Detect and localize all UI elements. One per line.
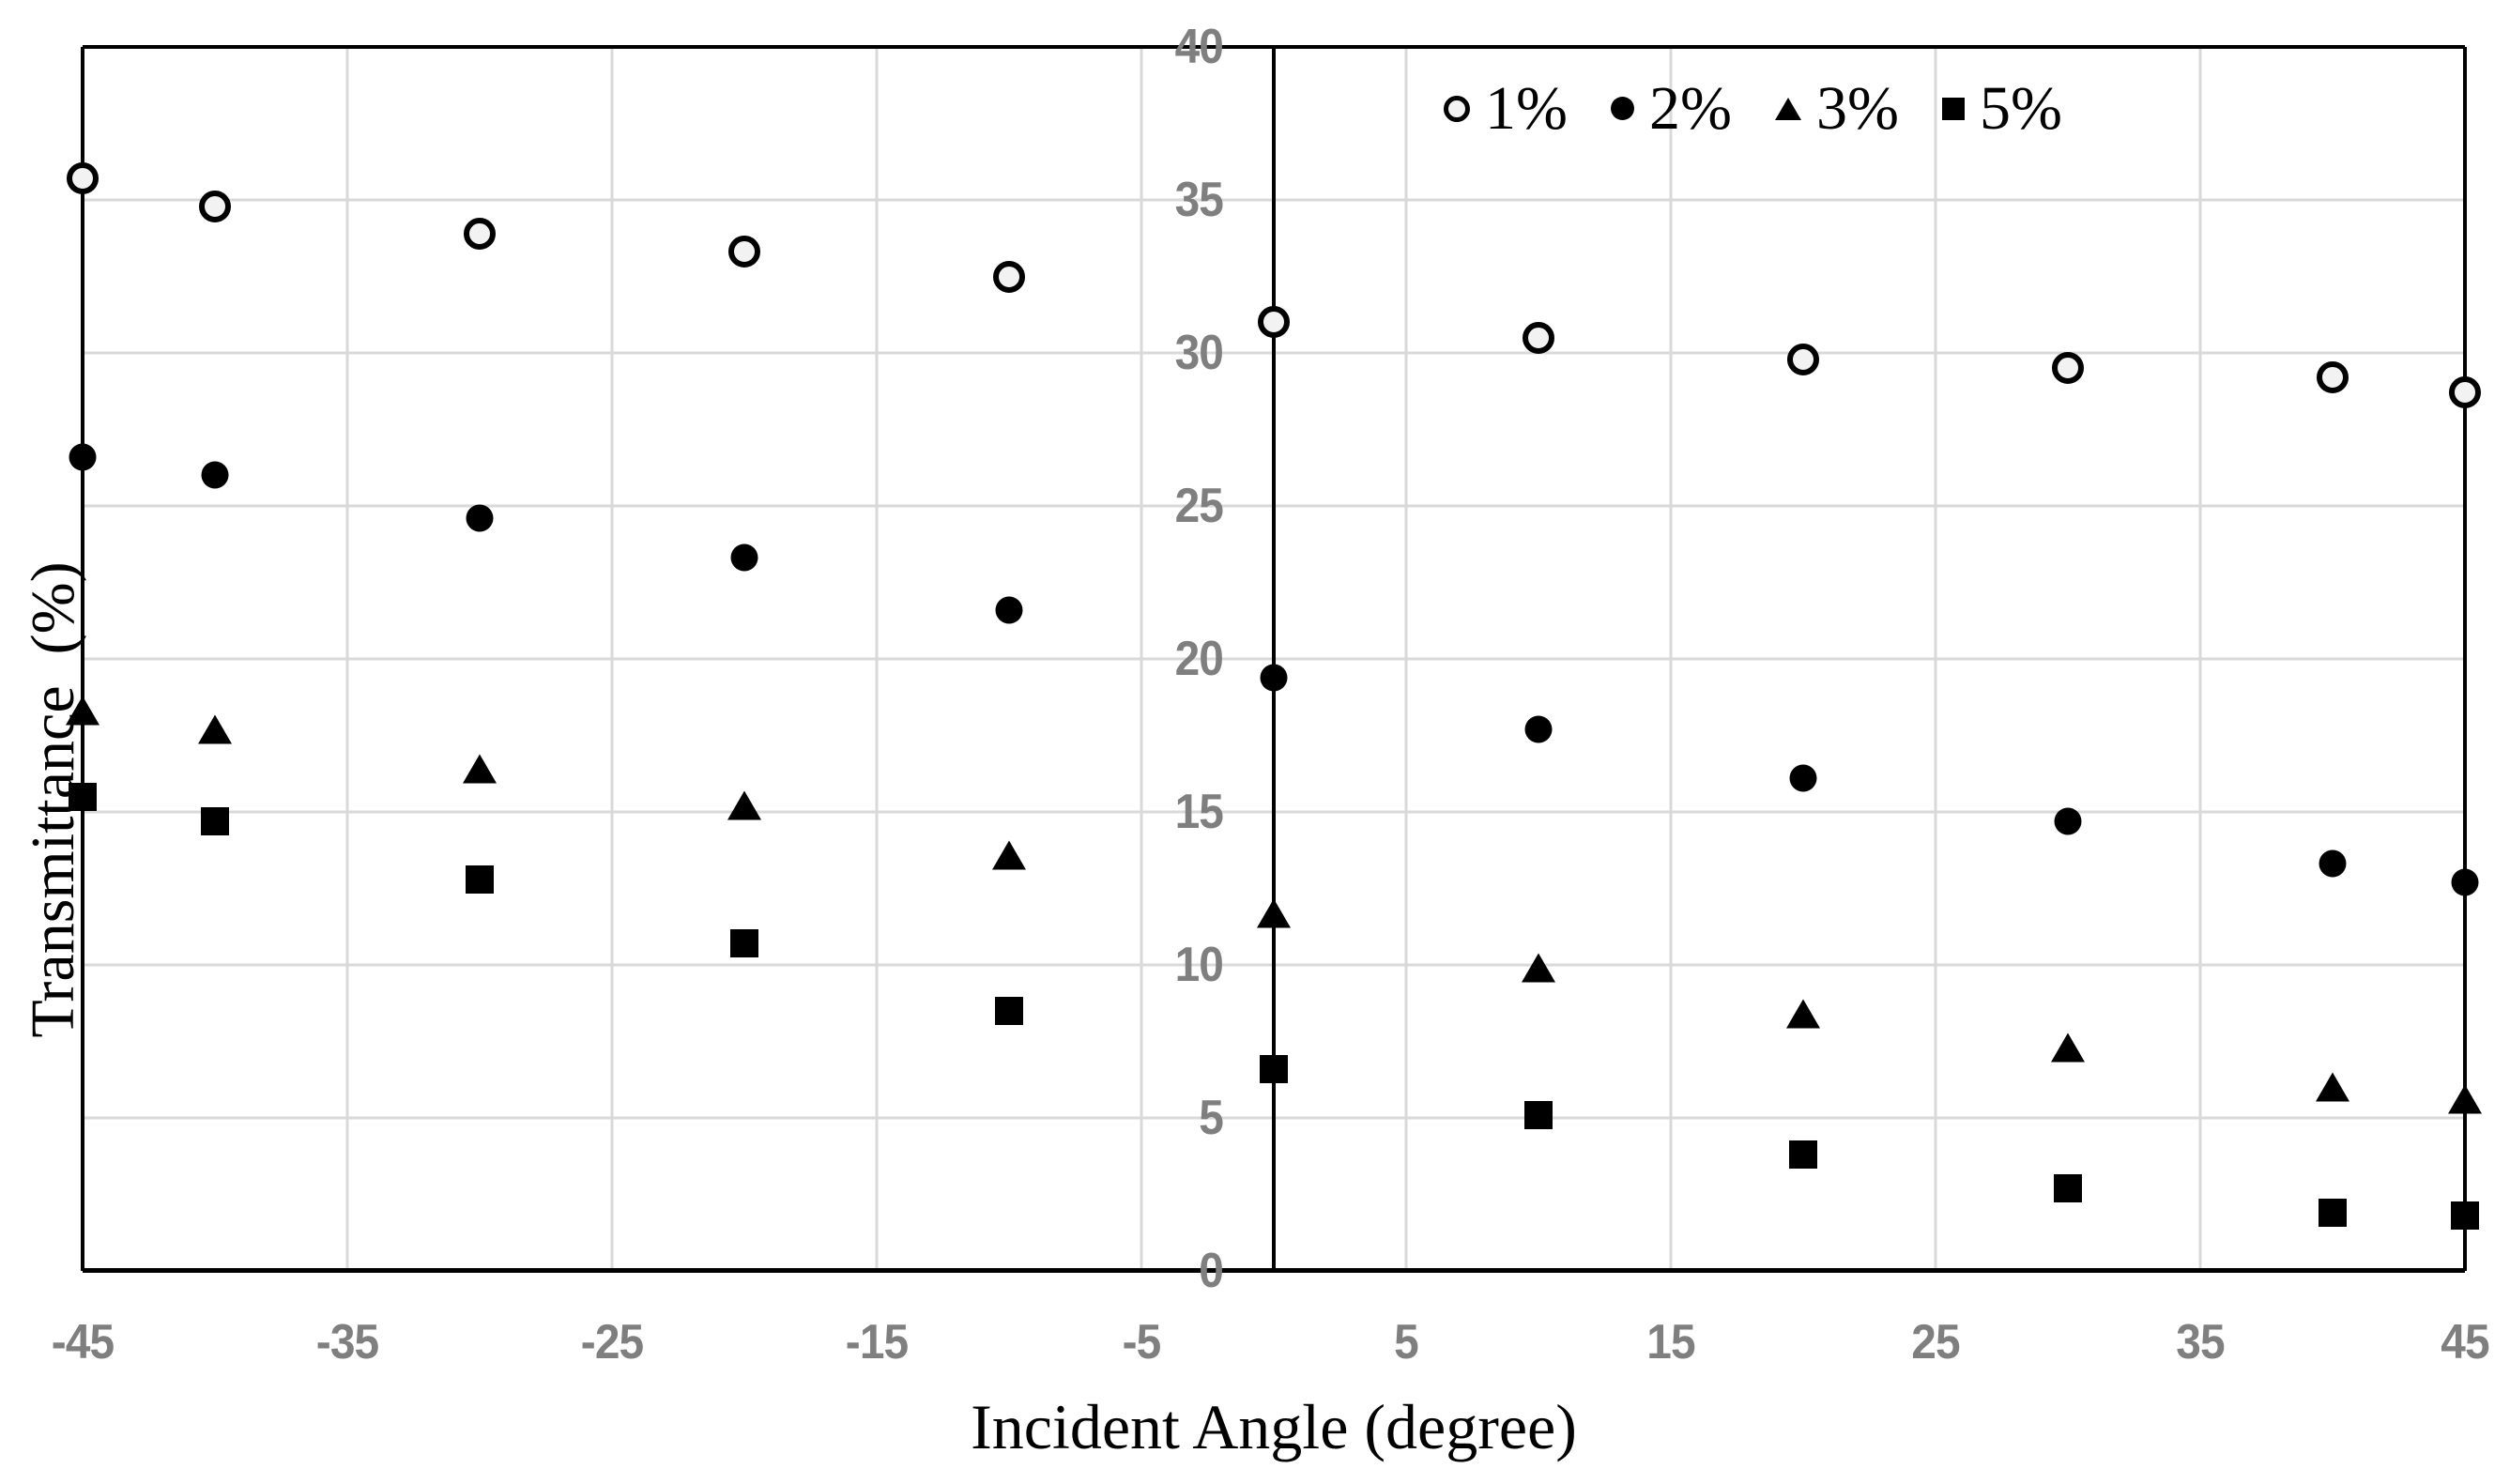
y-tick-label: 5 (1199, 1091, 1224, 1145)
y-tick-label: 10 (1174, 938, 1224, 992)
open-circle-icon (1444, 95, 1470, 122)
data-point-2% (2451, 868, 2479, 896)
x-tick-label: 15 (1646, 1315, 1695, 1369)
data-point-5% (995, 996, 1023, 1025)
y-tick-label: 40 (1174, 20, 1224, 74)
data-point-2% (201, 461, 229, 489)
x-tick-label: -5 (1122, 1315, 1162, 1369)
plot-area: -45 -35 -25 -15 -5 5 15 25 35 45 0 5 10 15 20 25 30 35 40 (52, 23, 2490, 1367)
x-tick-label: -35 (315, 1315, 379, 1369)
data-point-1% (2052, 352, 2084, 385)
data-point-3% (727, 790, 761, 820)
data-point-1% (1787, 343, 1819, 375)
x-tick-label: 25 (1911, 1315, 1960, 1369)
y-tick-label: 25 (1174, 479, 1224, 533)
y-tick-label: 20 (1174, 632, 1224, 686)
plot-border-left (81, 47, 84, 1271)
data-point-5% (2451, 1201, 2479, 1231)
x-tick-label: 45 (2441, 1315, 2489, 1369)
y-axis-title: Transmittance (%) (19, 561, 87, 1038)
data-point-2% (466, 504, 494, 532)
data-point-3% (2448, 1084, 2482, 1114)
filled-triangle-icon (1774, 97, 1801, 120)
data-point-3% (1786, 999, 1820, 1029)
y-tick-label: 0 (1199, 1244, 1224, 1298)
data-point-5% (730, 929, 758, 958)
x-axis-title: Incident Angle (degree) (971, 1391, 1577, 1462)
x-tick-label: -45 (51, 1315, 115, 1369)
data-point-1% (67, 162, 99, 195)
y-axis-line (1272, 47, 1276, 1271)
legend-label: 1% (1485, 74, 1568, 143)
data-point-3% (1522, 953, 1555, 983)
legend-label: 5% (1979, 74, 2062, 143)
data-point-2% (69, 443, 97, 471)
legend-item-1%: 1% (1444, 73, 1568, 145)
data-point-5% (200, 806, 229, 835)
x-tick-label: -25 (580, 1315, 644, 1369)
data-point-3% (197, 714, 232, 744)
data-point-1% (464, 217, 496, 250)
data-point-3% (66, 696, 99, 726)
data-point-1% (198, 190, 231, 222)
filled-square-icon (1941, 97, 1965, 120)
x-tick-label: 35 (2176, 1315, 2225, 1369)
legend-label: 3% (1815, 74, 1899, 143)
y-tick-label: 30 (1174, 326, 1224, 380)
legend-label: 2% (1648, 74, 1732, 143)
data-point-1% (728, 236, 760, 268)
x-tick-label: 5 (1394, 1315, 1419, 1369)
data-point-5% (1260, 1054, 1288, 1083)
data-point-1% (1258, 306, 1290, 339)
data-point-2% (730, 543, 758, 572)
legend: 1% 2% 3% 5% (1444, 73, 2062, 145)
data-point-2% (2319, 849, 2347, 878)
y-tick-label: 15 (1174, 785, 1224, 839)
data-point-2% (2054, 807, 2082, 835)
data-point-1% (2449, 376, 2481, 409)
data-point-5% (2319, 1199, 2347, 1228)
plot-border-right (2463, 47, 2467, 1271)
data-point-1% (2317, 361, 2349, 394)
filled-circle-icon (1610, 97, 1634, 121)
data-point-2% (1260, 664, 1288, 692)
y-tick-label: 35 (1174, 173, 1224, 227)
data-point-2% (1524, 715, 1553, 743)
legend-item-5%: 5% (1941, 73, 2062, 145)
legend-item-2%: 2% (1610, 73, 1732, 145)
data-point-3% (1257, 898, 1291, 928)
data-point-2% (1789, 764, 1817, 792)
x-tick-label: -15 (845, 1315, 909, 1369)
data-point-1% (1523, 321, 1554, 354)
data-point-2% (995, 596, 1023, 624)
data-point-3% (2316, 1072, 2349, 1102)
data-point-3% (992, 840, 1026, 870)
legend-item-3%: 3% (1774, 73, 1899, 145)
data-point-5% (1524, 1100, 1553, 1129)
data-point-1% (993, 260, 1025, 293)
data-point-5% (2054, 1173, 2082, 1202)
data-point-5% (1789, 1140, 1817, 1170)
data-point-3% (2051, 1033, 2085, 1063)
data-point-3% (463, 754, 497, 784)
data-point-5% (466, 864, 494, 894)
data-point-5% (69, 782, 97, 811)
